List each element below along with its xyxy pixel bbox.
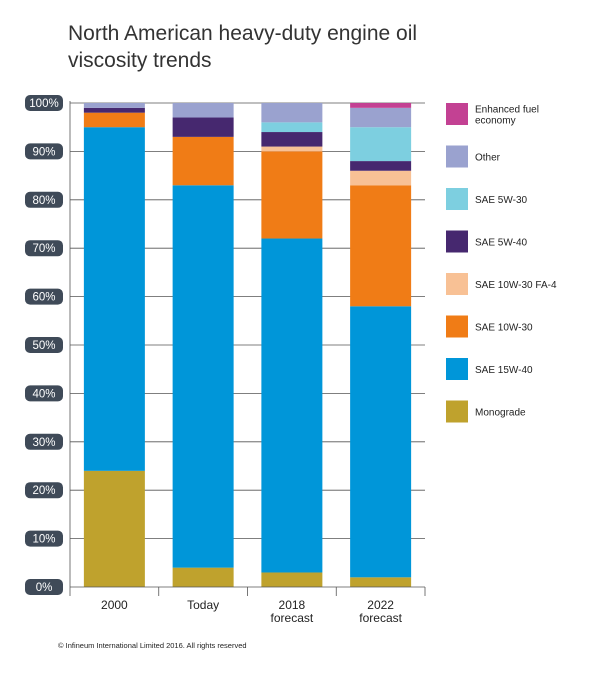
legend-swatch [446, 230, 468, 253]
y-tick-labels: 0% 10% 20% 30% 40% 50% 60% 70% 80% 90% 100% [25, 95, 63, 595]
bar-segment [350, 170, 412, 186]
legend-label: Enhanced fuel [475, 105, 539, 116]
legend-label: SAE 10W-30 FA-4 [475, 280, 557, 291]
y-tick-badge [25, 385, 63, 402]
bar-segment [350, 107, 412, 128]
y-tick-badge [25, 433, 63, 450]
axes [69, 101, 426, 596]
legend-swatch [446, 145, 468, 168]
bar-segment [83, 103, 145, 108]
legend-label: Monograde [475, 408, 526, 419]
y-tick-label: 20% [32, 485, 55, 497]
bar-segment [261, 151, 323, 239]
bar-segment [350, 103, 412, 108]
y-tick-badge [25, 579, 63, 595]
bar-segment [172, 136, 234, 186]
y-tick-label: 100% [29, 98, 58, 110]
y-tick-label: 30% [32, 437, 55, 449]
bar-segment [261, 132, 323, 147]
legend-swatch [446, 315, 468, 338]
y-tick-badge [25, 337, 63, 353]
bar-segment [83, 127, 145, 471]
y-tick-label: 10% [32, 534, 55, 546]
y-tick-label: 60% [32, 292, 55, 304]
x-tick-label: Today [187, 598, 219, 612]
bar-segment [261, 122, 323, 133]
x-tick-label: 2018 [279, 598, 306, 612]
bar-segment [83, 470, 145, 587]
bar-segment [261, 103, 323, 123]
y-tick-label: 50% [32, 340, 55, 352]
legend-swatch [446, 188, 468, 210]
legend-swatch [446, 273, 468, 295]
x-tick-label: 2000 [101, 598, 128, 612]
bar-segment [261, 572, 323, 587]
bar-segment [83, 112, 145, 128]
x-tick-label: forecast [271, 611, 314, 625]
legend-label: SAE 5W-30 [475, 195, 527, 206]
bar-segment [172, 567, 234, 587]
legend-label: Other [475, 153, 501, 164]
y-tick-label: 70% [32, 243, 55, 255]
bars [83, 103, 412, 587]
bar-segment [350, 185, 412, 307]
bar-segment [261, 146, 323, 152]
x-tick-label: 2022 [367, 598, 394, 612]
y-tick-badge [25, 482, 63, 499]
legend-label: SAE 5W-40 [475, 238, 527, 249]
y-tick-badge [25, 143, 63, 160]
y-tick-badge [25, 530, 63, 547]
bar-segment [350, 306, 412, 578]
legend-swatch [446, 358, 468, 380]
y-tick-badge [25, 95, 63, 111]
y-tick-badge [25, 191, 63, 208]
y-tick-label: 0% [36, 582, 53, 594]
y-tick-label: 90% [32, 146, 55, 158]
legend-swatch [446, 103, 468, 125]
legend-label: economy [475, 116, 516, 127]
bar-segment [172, 185, 234, 568]
bar-segment [350, 161, 412, 171]
copyright-notice: © Infineum International Limited 2016. A… [58, 641, 247, 650]
x-tick-label: forecast [359, 611, 402, 625]
bar-segment [172, 117, 234, 137]
bar-segment [83, 107, 145, 113]
legend-label: SAE 15W-40 [475, 365, 533, 376]
bar-segment [261, 238, 323, 573]
y-tick-label: 40% [32, 388, 55, 400]
chart-title: North American heavy-duty engine oil vis… [68, 22, 418, 72]
y-tick-badge [25, 288, 63, 305]
bar-segment [350, 127, 412, 162]
y-tick-badge [25, 240, 63, 257]
bar-segment [350, 577, 412, 587]
bar-segment [172, 103, 234, 118]
legend-swatch [446, 400, 468, 423]
y-tick-label: 80% [32, 195, 55, 207]
legend-label: SAE 10W-30 [475, 323, 533, 334]
